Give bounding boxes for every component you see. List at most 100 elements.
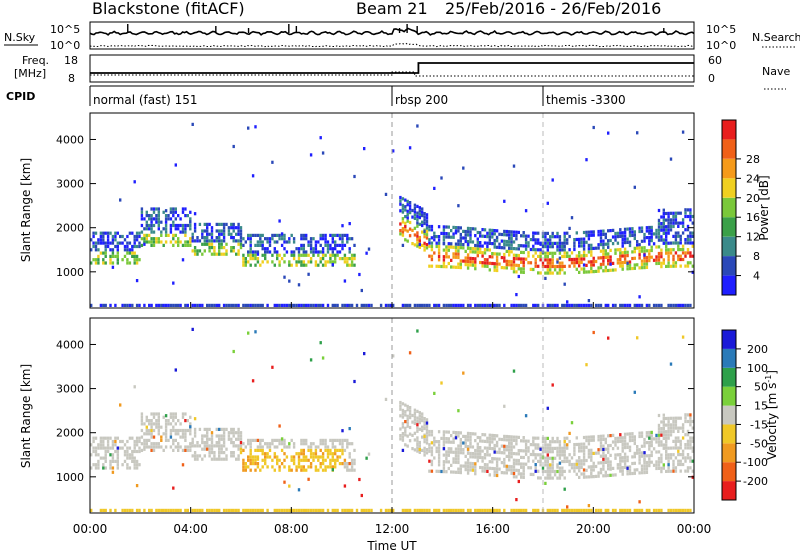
power-cell [566, 238, 569, 242]
velocity-cell [116, 463, 119, 467]
power-cell [278, 237, 281, 241]
velocity-cell [607, 473, 610, 478]
velocity-cell [179, 422, 182, 426]
velocity-cell [587, 455, 591, 459]
velocity-cell [203, 447, 206, 451]
power-cell [148, 303, 151, 307]
velocity-cell [326, 508, 330, 512]
velocity-cell [157, 419, 160, 423]
velocity-cell [604, 454, 607, 458]
velocity-cell [225, 457, 228, 461]
velocity-cell [140, 412, 144, 416]
power-cell [686, 248, 690, 252]
power-cell [602, 239, 605, 243]
power-cell [416, 218, 419, 222]
velocity-cell [324, 458, 327, 462]
power-cell [500, 232, 504, 237]
power-cell [597, 229, 600, 234]
velocity-cell [271, 442, 274, 446]
velocity-cell [510, 508, 513, 512]
power-cell [512, 230, 516, 234]
power-cell [106, 231, 110, 235]
power-cell [331, 263, 334, 267]
velocity-cell [691, 426, 694, 430]
velocity-cell [116, 436, 119, 440]
velocity-cell [276, 458, 279, 462]
velocity-cell [329, 465, 332, 469]
power-cell [500, 266, 504, 270]
velocity-cell [573, 466, 576, 470]
velocity-cell [283, 452, 286, 456]
power-cell [563, 244, 566, 249]
power-cell [177, 214, 180, 218]
power-cell [196, 303, 199, 307]
velocity-cell [493, 443, 496, 448]
power-cell [650, 235, 653, 239]
power-cell [191, 236, 194, 240]
velocity-cell [401, 402, 405, 406]
power-cell [413, 213, 417, 217]
power-cell [355, 303, 359, 307]
power-cell [597, 243, 600, 247]
velocity-cell [206, 437, 209, 441]
power-cell [491, 235, 494, 239]
power-cell [247, 303, 250, 307]
velocity-cell [164, 435, 168, 439]
velocity-cell [515, 435, 518, 439]
velocity-cell [619, 469, 622, 473]
power-cell [413, 203, 417, 207]
velocity-cell [218, 447, 221, 451]
velocity-cell [677, 426, 680, 430]
power-cell [515, 230, 518, 234]
power-cell [672, 221, 675, 225]
power-cell [648, 252, 651, 256]
power-cell [551, 235, 554, 239]
power-cell [413, 206, 417, 211]
velocity-cell [607, 444, 610, 448]
power-cell [457, 255, 460, 260]
velocity-cell [631, 435, 634, 439]
velocity-cell [466, 464, 470, 469]
velocity-cell [474, 432, 477, 436]
power-cell [189, 223, 192, 228]
power-cell [532, 244, 535, 248]
velocity-cell [578, 459, 581, 463]
power-cell [573, 303, 576, 307]
power-cell [442, 303, 446, 307]
power-cell [239, 226, 243, 230]
velocity-cell [179, 508, 182, 512]
velocity-cell [508, 448, 511, 452]
velocity-cell [251, 508, 255, 512]
velocity-cell [186, 419, 189, 423]
power-cell [689, 261, 692, 265]
power-cell [128, 231, 132, 235]
power-cell [454, 231, 458, 235]
velocity-cell [563, 446, 566, 450]
velocity-cell [428, 429, 431, 434]
power-cell [520, 244, 523, 248]
velocity-cell [232, 451, 235, 455]
velocity-cell [471, 452, 475, 456]
velocity-cell [575, 459, 578, 463]
velocity-cell [104, 459, 107, 463]
power-cell [425, 246, 429, 250]
power-cell [578, 303, 581, 307]
velocity-cell [476, 452, 479, 456]
power-cell [599, 243, 603, 247]
power-cell [686, 234, 690, 238]
velocity-cell [546, 473, 549, 477]
velocity-cell [413, 411, 417, 416]
velocity-cell [539, 459, 542, 464]
power-cell [300, 303, 303, 307]
velocity-cell [575, 472, 578, 476]
velocity-cell [206, 508, 209, 512]
power-cell [638, 229, 641, 234]
velocity-cell [174, 422, 177, 426]
velocity-cell [312, 452, 315, 456]
velocity-cell [532, 508, 535, 512]
velocity-cell [592, 330, 595, 335]
power-cell [430, 248, 434, 252]
power-cell [517, 253, 520, 258]
power-cell [563, 254, 566, 259]
